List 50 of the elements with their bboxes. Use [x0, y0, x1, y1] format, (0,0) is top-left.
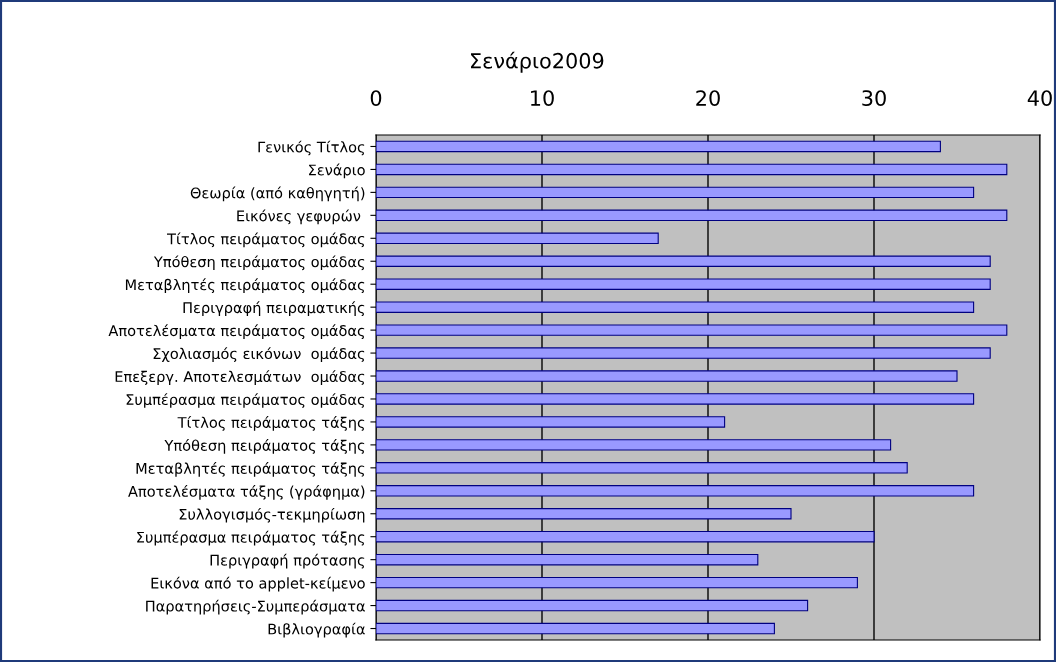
y-tick-label: Συμπέρασμα πειράματος ομάδας: [126, 393, 365, 408]
y-tick-label: Μεταβλητές πειράματος τάξης: [136, 462, 365, 477]
bar: [376, 255, 991, 267]
bar: [376, 232, 659, 245]
y-tick-label: Περιγραφή πειραματικής: [183, 301, 365, 317]
y-tick-label: Τίτλος πειράματος ομάδας: [167, 232, 365, 248]
y-tick-label: Θεωρία (από καθηγητή): [190, 186, 365, 202]
bar: [376, 576, 858, 589]
y-tick-label: Σχολιασμός εικόνων ομάδας: [153, 347, 365, 362]
bar: [376, 485, 975, 497]
y-tick-label: Γενικός Τίτλος: [258, 140, 365, 156]
y-tick-label: Σενάριο: [309, 163, 365, 179]
x-tick-label: 20: [696, 90, 720, 106]
y-tick-label: Βιβλιογραφία: [268, 622, 365, 638]
bar: [376, 622, 775, 635]
y-tick-label: Τίτλος πειράματος τάξης: [177, 416, 365, 431]
y-tick-label: Περιγραφή πρότασης: [210, 553, 365, 569]
x-tick-label: 10: [531, 90, 554, 106]
y-tick-label: Αποτελέσματα τάξης (γράφημα): [128, 484, 365, 500]
bar: [376, 186, 975, 199]
y-tick-label: Υπόθεση πειράματος ομάδας: [153, 255, 365, 271]
bar: [376, 553, 759, 566]
bar: [376, 163, 1008, 176]
y-tick-label: Εικόνα από το applet-κείμενο: [151, 576, 365, 592]
y-tick-label: Υπόθεση πειράματος τάξης: [164, 439, 365, 454]
x-tick-label: 30: [862, 90, 886, 106]
chart-title: Σενάριο2009: [471, 51, 604, 73]
bar: [376, 439, 892, 451]
x-tick-label: 40: [1027, 90, 1052, 106]
bar: [376, 301, 975, 313]
y-tick-label: Μεταβλητές πειράματος ομάδας: [125, 278, 365, 294]
bar: [376, 209, 1008, 222]
bar: [376, 416, 726, 428]
bar: [376, 599, 809, 612]
bar: [376, 140, 941, 153]
y-tick-label: Συλλογισμός-τεκμηρίωση: [179, 507, 365, 523]
bar: [376, 462, 908, 474]
bar: [376, 508, 792, 520]
bar: [376, 393, 975, 405]
bar: [376, 278, 991, 290]
x-tick-label: 0: [370, 90, 382, 106]
bar: [376, 347, 991, 359]
y-tick-label: Επεξεργ. Αποτελεσμάτων ομάδας: [115, 370, 365, 385]
y-tick-label: Συμπέρασμα πειράματος τάξης: [137, 530, 365, 546]
y-tick-label: Παρατηρήσεις-Συμπεράσματα: [146, 599, 365, 615]
bar: [376, 370, 958, 382]
y-tick-label: Εικόνες γεφυρών: [237, 209, 361, 225]
y-tick-label: Αποτελέσματα πειράματος ομάδας: [108, 324, 365, 340]
bar: [376, 324, 1008, 336]
bar: [376, 530, 875, 543]
